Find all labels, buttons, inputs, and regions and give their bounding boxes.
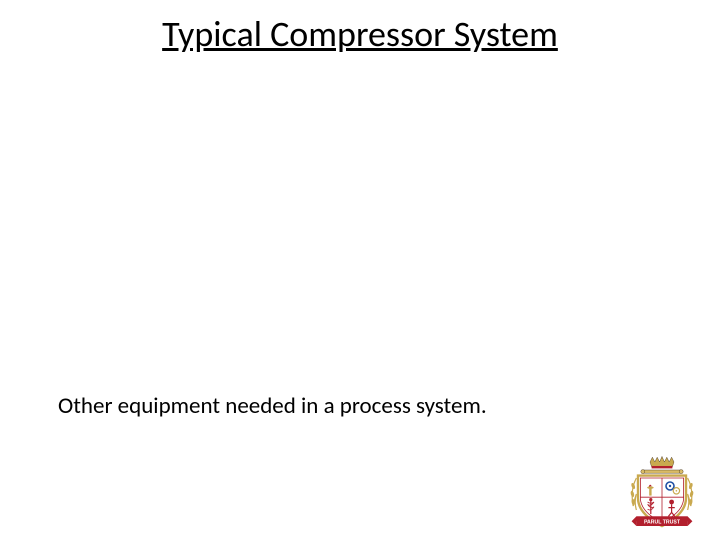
laurel-right-icon: [688, 478, 694, 510]
laurel-left-icon: [630, 478, 636, 510]
slide-title: Typical Compressor System: [0, 12, 720, 56]
svg-text:PARUL TRUST: PARUL TRUST: [644, 520, 681, 526]
slide-body-text: Other equipment needed in a process syst…: [58, 392, 487, 420]
crown-icon: [650, 456, 674, 468]
scroll-icon: [641, 470, 683, 474]
banner-ribbon: PARUL TRUST: [632, 516, 693, 526]
parul-trust-logo: PARUL TRUST: [622, 454, 702, 534]
